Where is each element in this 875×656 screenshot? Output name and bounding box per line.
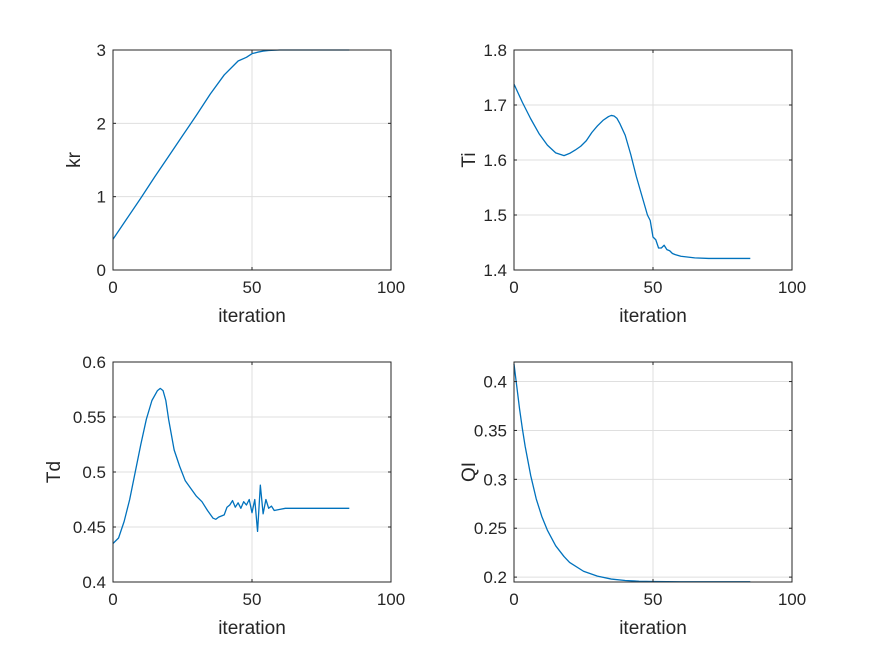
ti-xtick-label: 100 — [778, 278, 806, 297]
ti-xtick-label: 50 — [644, 278, 663, 297]
qi-ytick-label: 0.2 — [483, 568, 507, 587]
td-ytick-label: 0.6 — [82, 353, 106, 372]
ti-ytick-label: 1.7 — [483, 96, 507, 115]
kr-ytick-label: 3 — [97, 41, 106, 60]
qi-xaxis-label: iteration — [619, 618, 687, 639]
td-xtick-label: 0 — [108, 590, 117, 609]
qi-ytick-label: 0.3 — [483, 470, 507, 489]
kr-xtick-label: 100 — [377, 278, 405, 297]
qi-xtick-label: 50 — [644, 590, 663, 609]
qi-ytick-label: 0.4 — [483, 373, 507, 392]
qi-xtick-label: 100 — [778, 590, 806, 609]
qi-ytick-label: 0.25 — [474, 519, 507, 538]
qi-ytick-label: 0.35 — [474, 421, 507, 440]
td-yaxis-label: Td — [44, 461, 65, 483]
subplot-ti: 0 50 100 1.4 1.5 1.6 1.7 1.8 iteration Ti — [459, 41, 806, 327]
kr-ytick-label: 0 — [97, 261, 106, 280]
ti-series-line — [513, 83, 751, 260]
ti-yaxis-label: Ti — [459, 152, 480, 167]
kr-xtick-label: 0 — [108, 278, 117, 297]
ti-ytick-label: 1.6 — [483, 151, 507, 170]
subplot-td: 0 50 100 0.4 0.45 0.5 0.55 0.6 iteration Td — [44, 353, 405, 639]
td-xaxis-label: iteration — [218, 618, 286, 639]
td-series-line — [112, 387, 350, 544]
ti-ytick-label: 1.8 — [483, 41, 507, 60]
kr-ytick-label: 2 — [97, 114, 106, 133]
ti-ytick-label: 1.4 — [483, 261, 507, 280]
td-ytick-label: 0.4 — [82, 573, 106, 592]
kr-xaxis-label: iteration — [218, 306, 286, 327]
subplot-qi: 0 50 100 0.2 0.25 0.3 0.35 0.4 iteration QI — [459, 361, 806, 639]
kr-yaxis-label: kr — [64, 151, 85, 168]
ti-xtick-label: 0 — [509, 278, 518, 297]
kr-ytick-label: 1 — [97, 188, 106, 207]
ti-xaxis-label: iteration — [619, 306, 687, 327]
td-xtick-label: 50 — [243, 590, 262, 609]
td-ytick-label: 0.45 — [73, 518, 106, 537]
td-ytick-label: 0.55 — [73, 408, 106, 427]
qi-xtick-label: 0 — [509, 590, 518, 609]
subplot-kr: 0 50 100 0 1 2 3 iteration kr — [64, 41, 405, 327]
td-ytick-label: 0.5 — [82, 463, 106, 482]
kr-xtick-label: 50 — [243, 278, 262, 297]
td-xtick-label: 100 — [377, 590, 405, 609]
qi-yaxis-label: QI — [459, 462, 480, 482]
ti-ytick-label: 1.5 — [483, 206, 507, 225]
